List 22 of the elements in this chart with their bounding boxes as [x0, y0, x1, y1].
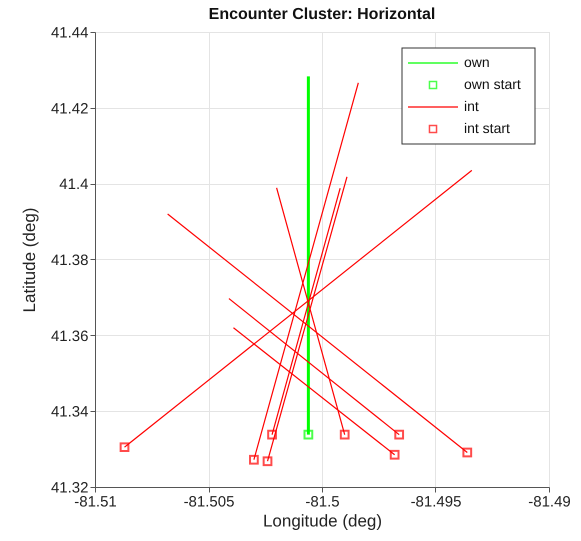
y-tick-label: 41.32	[50, 480, 88, 496]
x-axis-title: Longitude (deg)	[262, 512, 382, 530]
point	[120, 442, 130, 452]
legend-label: int	[464, 98, 479, 114]
y-tick-label: 41.38	[50, 252, 88, 269]
x-tick-label: -81.505	[184, 494, 234, 510]
legend-label: own	[464, 54, 490, 70]
point	[462, 448, 472, 458]
chart-title: Encounter Cluster: Horizontal	[208, 6, 436, 23]
y-tick-label: 41.34	[50, 404, 88, 421]
y-axis-title: Latitude (deg)	[20, 208, 39, 312]
legend-label: own start	[464, 76, 521, 92]
x-tick-label: -81.5	[305, 494, 340, 510]
x-tick-label: -81.49	[528, 494, 571, 510]
point	[249, 454, 259, 465]
y-tick-label: 41.36	[50, 328, 88, 345]
x-tick-label: -81.51	[74, 494, 117, 510]
y-tick-label: 41.44	[50, 24, 88, 42]
y-tick-label: 41.42	[50, 100, 88, 118]
legend-label: int start	[464, 120, 510, 136]
y-tick-label: 41.4	[59, 176, 88, 194]
x-tick-label: -81.495	[410, 494, 462, 510]
